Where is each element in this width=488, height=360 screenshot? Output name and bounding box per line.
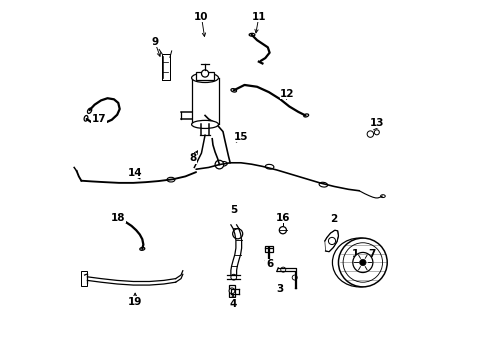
Text: 7: 7 <box>367 248 375 258</box>
Text: 18: 18 <box>111 213 125 222</box>
Text: 9: 9 <box>151 37 158 47</box>
Circle shape <box>292 275 297 280</box>
Text: 17: 17 <box>92 114 106 124</box>
Circle shape <box>328 237 335 244</box>
Text: 15: 15 <box>233 132 247 142</box>
Circle shape <box>230 274 236 280</box>
Circle shape <box>228 288 234 294</box>
Circle shape <box>201 70 208 77</box>
Circle shape <box>215 160 223 169</box>
Text: 8: 8 <box>188 153 196 163</box>
Text: 14: 14 <box>127 168 142 178</box>
Ellipse shape <box>191 120 218 129</box>
Text: 19: 19 <box>128 297 142 307</box>
Text: 13: 13 <box>369 118 384 128</box>
Ellipse shape <box>319 182 327 187</box>
Bar <box>196 72 213 80</box>
Ellipse shape <box>303 114 308 117</box>
Text: 4: 4 <box>229 299 236 309</box>
Text: 3: 3 <box>276 284 284 294</box>
Circle shape <box>338 238 386 287</box>
Text: 11: 11 <box>251 12 265 22</box>
Circle shape <box>232 229 242 239</box>
Ellipse shape <box>265 165 273 169</box>
Circle shape <box>280 267 285 272</box>
Text: 6: 6 <box>265 259 273 269</box>
Ellipse shape <box>332 238 386 287</box>
Ellipse shape <box>140 247 144 250</box>
Circle shape <box>359 259 366 266</box>
Ellipse shape <box>87 108 92 113</box>
Text: 12: 12 <box>280 89 294 99</box>
Ellipse shape <box>230 89 236 92</box>
Ellipse shape <box>84 116 88 121</box>
Circle shape <box>366 131 373 137</box>
FancyBboxPatch shape <box>81 271 87 286</box>
Text: 5: 5 <box>230 206 237 216</box>
Bar <box>228 285 235 297</box>
Ellipse shape <box>218 162 227 166</box>
Ellipse shape <box>380 195 385 198</box>
Text: 2: 2 <box>329 215 336 224</box>
Ellipse shape <box>120 217 122 222</box>
Bar <box>264 246 273 252</box>
Ellipse shape <box>249 33 254 36</box>
Text: 10: 10 <box>194 12 208 22</box>
Text: 16: 16 <box>275 213 290 222</box>
Ellipse shape <box>191 73 218 82</box>
Ellipse shape <box>167 177 175 182</box>
Circle shape <box>352 252 372 273</box>
Circle shape <box>279 226 286 234</box>
Circle shape <box>373 130 379 135</box>
Text: 1: 1 <box>351 248 359 258</box>
